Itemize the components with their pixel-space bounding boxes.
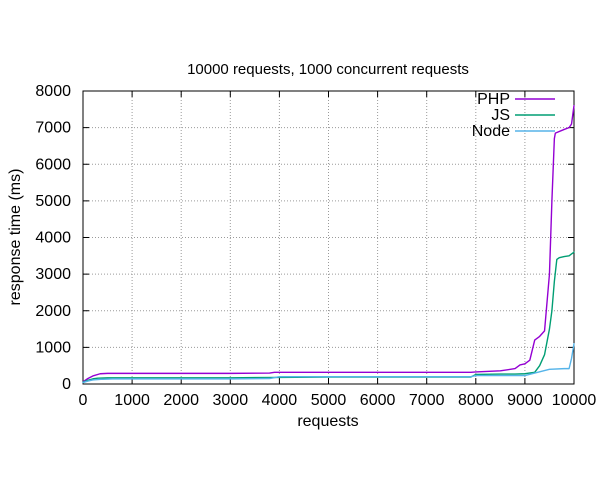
series-line-js [82, 251, 575, 383]
series-line-php [82, 104, 575, 383]
legend-label-js: JS [491, 107, 510, 124]
y-tick-label: 6000 [35, 156, 71, 173]
y-tick-label: 2000 [35, 303, 71, 320]
y-tick-label: 4000 [35, 230, 71, 247]
series-line-node [82, 343, 575, 384]
y-axis-label: response time (ms) [7, 169, 24, 306]
series-layer [82, 104, 575, 384]
x-tick-label: 10000 [552, 392, 597, 409]
x-tick-label: 1000 [114, 392, 150, 409]
y-tick-label: 8000 [35, 83, 71, 100]
x-tick-label: 7000 [409, 392, 445, 409]
x-tick-label: 6000 [360, 392, 396, 409]
x-tick-label: 5000 [311, 392, 347, 409]
y-tick-label: 1000 [35, 339, 71, 356]
x-tick-label: 9000 [507, 392, 543, 409]
x-axis-label: requests [297, 413, 358, 430]
y-tick-label: 5000 [35, 193, 71, 210]
x-tick-label: 8000 [458, 392, 494, 409]
y-tick-label: 7000 [35, 120, 71, 137]
grid-layer [83, 91, 574, 384]
tick-layer: 0 1000 2000 3000 4000 5000 6000 7000 8000 9000 100… [35, 83, 596, 409]
x-tick-label: 3000 [213, 392, 249, 409]
x-tick-label: 2000 [163, 392, 199, 409]
legend-label-php: PHP [477, 91, 510, 108]
y-tick-label: 0 [62, 376, 71, 393]
legend-label-node: Node [472, 123, 510, 140]
y-tick-label: 3000 [35, 266, 71, 283]
x-tick-label: 0 [79, 392, 88, 409]
chart-title: 10000 requests, 1000 concurrent requests [187, 61, 469, 78]
x-tick-label: 4000 [262, 392, 298, 409]
